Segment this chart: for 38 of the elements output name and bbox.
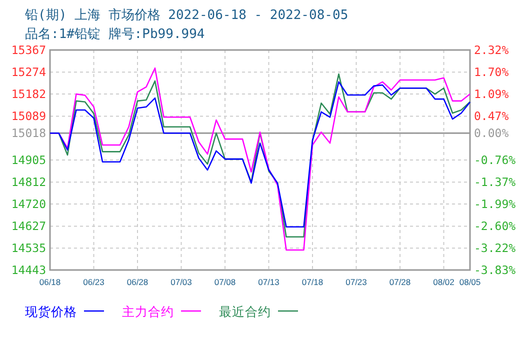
y2-tick-label: -3.22% — [474, 241, 516, 256]
x-tick-label: 07/28 — [389, 277, 411, 287]
x-tick-label: 07/18 — [302, 277, 324, 287]
y-tick-label: 15182 — [11, 87, 46, 102]
y2-tick-label: 0.00% — [474, 126, 509, 140]
y-tick-label: 15018 — [11, 126, 46, 140]
x-tick-label: 07/23 — [346, 277, 368, 287]
y2-tick-label: -1.37% — [474, 175, 516, 189]
x-tick-label: 06/18 — [39, 277, 61, 287]
x-tick-label: 07/13 — [258, 277, 280, 287]
y-tick-label: 14627 — [11, 219, 46, 234]
y-tick-label: 15089 — [11, 109, 46, 124]
chart-subtitle: 品名:1#铅锭 牌号:Pb99.994 — [25, 27, 205, 42]
x-tick-label: 07/03 — [170, 277, 192, 287]
chart-title: 铅(期) 上海 市场价格 2022-06-18 - 2022-08-05 — [24, 8, 348, 23]
y2-tick-label: 0.47% — [474, 109, 509, 124]
x-tick-label: 06/28 — [126, 277, 148, 287]
y-tick-label: 14720 — [11, 197, 46, 212]
y2-tick-label: -2.60% — [474, 219, 516, 233]
y2-tick-label: 1.70% — [474, 65, 509, 80]
legend-label: 现货价格 — [25, 304, 77, 319]
legend-label: 最近合约 — [219, 304, 271, 319]
y2-tick-label: 1.09% — [474, 87, 509, 101]
y-tick-label: 14535 — [11, 241, 46, 256]
y2-tick-label: -3.83% — [474, 263, 516, 277]
x-tick-label: 06/23 — [83, 277, 105, 287]
x-tick-label: 07/08 — [214, 277, 236, 287]
y-tick-label: 15367 — [11, 43, 46, 57]
y-tick-label: 14443 — [11, 263, 46, 277]
y2-tick-label: 2.32% — [474, 43, 509, 57]
x-tick-label: 08/02 — [433, 277, 455, 287]
y2-tick-label: -0.76% — [474, 153, 516, 168]
y-tick-label: 14905 — [11, 153, 46, 167]
legend-label: 主力合约 — [122, 304, 174, 319]
y-tick-label: 14812 — [11, 175, 46, 190]
y-tick-label: 15274 — [11, 65, 46, 80]
y2-tick-label: -1.99% — [474, 197, 516, 212]
x-tick-label: 08/05 — [459, 277, 481, 287]
